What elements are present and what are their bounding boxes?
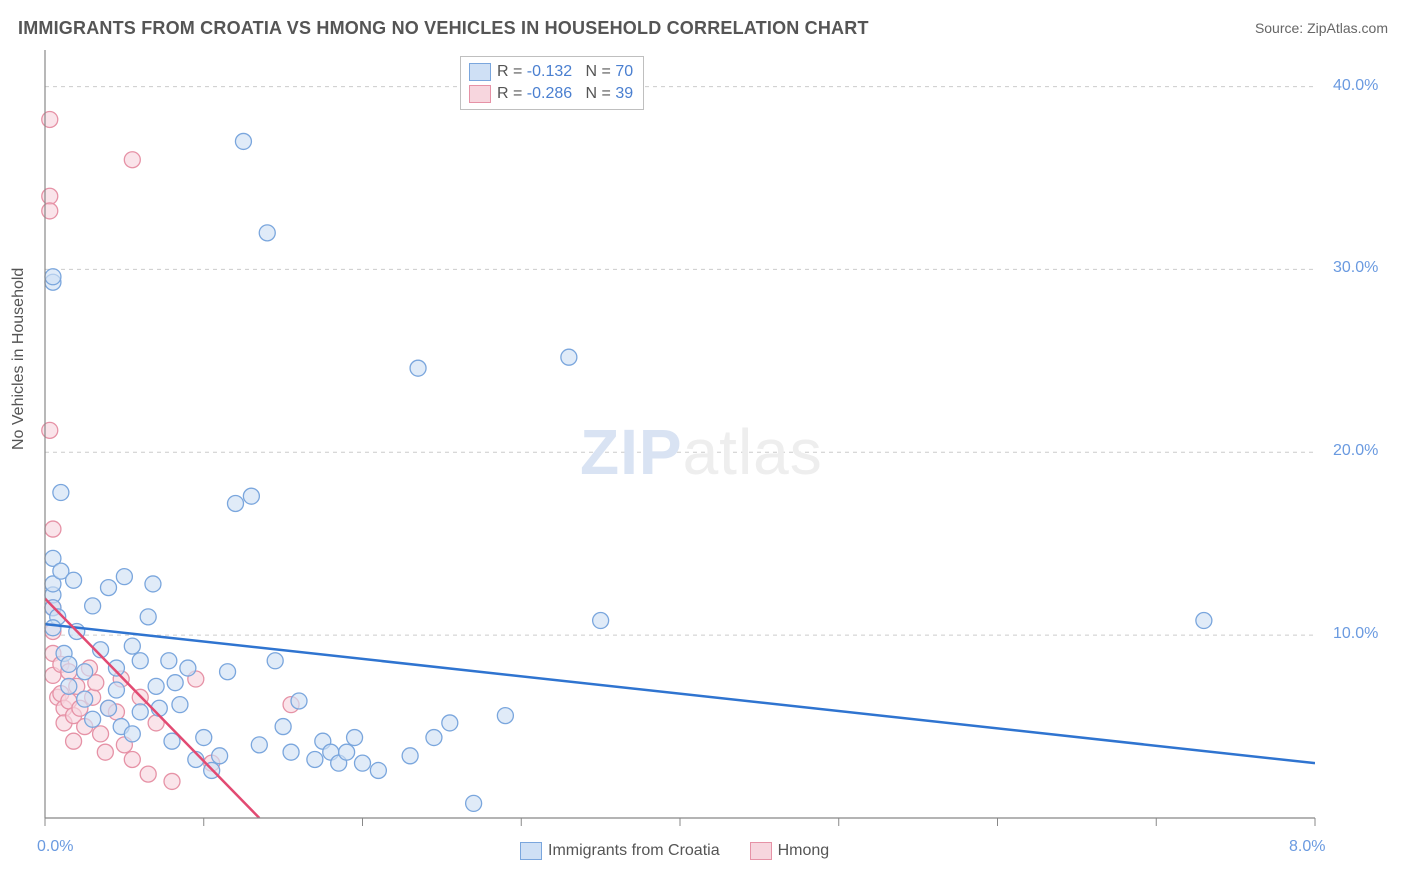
chart-container: IMMIGRANTS FROM CROATIA VS HMONG NO VEHI… [0,0,1406,892]
correlation-legend: R = -0.132 N = 70R = -0.286 N = 39 [460,56,644,110]
y-tick-label: 40.0% [1333,77,1378,95]
legend-text: R = -0.286 N = 39 [497,83,633,105]
series-legend-label: Immigrants from Croatia [548,842,720,859]
series-legend-label: Hmong [778,842,830,859]
legend-text: R = -0.132 N = 70 [497,61,633,83]
series-legend-item: Immigrants from Croatia [520,842,720,860]
series-legend-item: Hmong [750,842,830,860]
series-legend: Immigrants from Croatia Hmong [520,842,829,860]
legend-swatch [469,63,491,81]
y-tick-label: 30.0% [1333,259,1378,277]
legend-row: R = -0.132 N = 70 [469,61,633,83]
y-tick-label: 10.0% [1333,625,1378,643]
legend-row: R = -0.286 N = 39 [469,83,633,105]
chart-svg [0,0,1406,892]
y-tick-label: 20.0% [1333,442,1378,460]
x-tick-label: 0.0% [37,838,73,856]
x-tick-label: 8.0% [1289,838,1325,856]
legend-swatch [469,85,491,103]
legend-swatch [750,842,772,860]
legend-swatch [520,842,542,860]
